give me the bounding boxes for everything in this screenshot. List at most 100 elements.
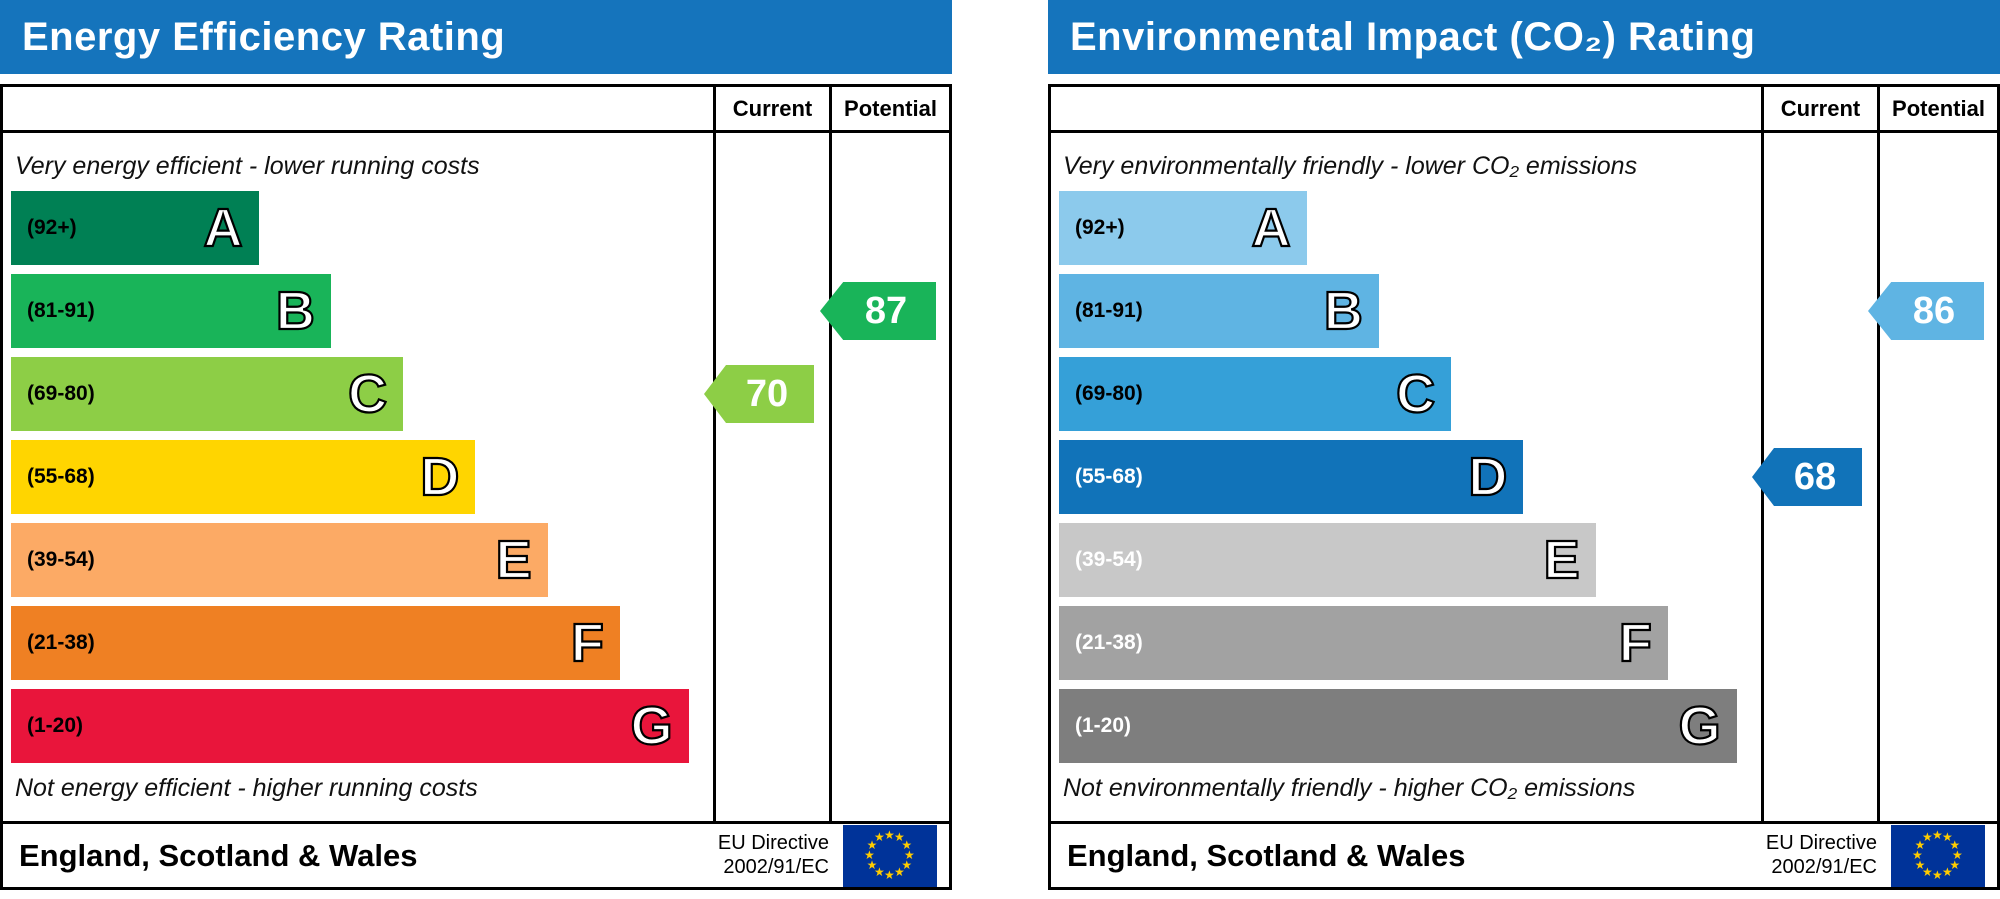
band-letter: A	[1251, 198, 1292, 258]
current-rating-value: 70	[745, 373, 789, 415]
band-row-c: (69-80) C	[11, 357, 699, 431]
band-range-label: (55-68)	[27, 465, 95, 488]
current-rating-arrow: 70	[704, 365, 814, 423]
band-bar-d: (55-68) D	[1059, 440, 1524, 514]
band-letter: E	[1542, 530, 1580, 590]
band-row-e: (39-54) E	[1059, 523, 1747, 597]
band-letter: G	[1678, 696, 1722, 756]
table-body-row: Very energy efficient - lower running co…	[3, 133, 949, 821]
bottom-caption: Not environmentally friendly - higher CO…	[1063, 773, 1636, 802]
eu-star-icon: ★	[1914, 857, 1926, 872]
band-row-d: (55-68) D	[11, 440, 699, 514]
potential-column: 87	[820, 133, 949, 821]
band-letter: C	[347, 364, 388, 424]
current-column-header: Current	[1761, 87, 1877, 130]
eu-star-icon: ★	[1942, 830, 1953, 845]
table-footer: England, Scotland & Wales EU Directive 2…	[3, 821, 949, 887]
panel-title: Environmental Impact (CO₂) Rating	[1070, 14, 1756, 59]
band-row-a: (92+) A	[11, 191, 699, 265]
footer-region: England, Scotland & Wales	[1067, 837, 1466, 873]
band-row-f: (21-38) F	[1059, 606, 1747, 680]
eu-directive-line1: EU Directive	[1765, 831, 1877, 854]
band-range-label: (92+)	[27, 216, 77, 239]
panel-title: Energy Efficiency Rating	[22, 14, 506, 59]
band-range-label: (1-20)	[27, 714, 84, 737]
current-column-header: Current	[713, 87, 829, 130]
rating-table: Current Potential Very energy efficient …	[0, 84, 952, 890]
band-letter: E	[494, 530, 532, 590]
band-bar-b: (81-91) B	[11, 274, 331, 348]
band-range-label: (55-68)	[1075, 465, 1143, 488]
spacer-cell	[3, 87, 713, 130]
eu-star-icon: ★	[866, 837, 878, 852]
band-letter: C	[1395, 364, 1436, 424]
eu-star-icon: ★	[1952, 847, 1963, 862]
eu-star-icon: ★	[1914, 837, 1926, 852]
band-row-g: (1-20) G	[1059, 689, 1747, 763]
bands: (92+) A (81-91) B (69-80) C (55-68) D (39-54) E (2…	[1059, 191, 1747, 763]
eu-star-icon: ★	[874, 864, 885, 879]
eu-star-icon: ★	[874, 830, 885, 845]
table-header-row: Current Potential	[3, 87, 949, 133]
eu-star-icon: ★	[864, 847, 875, 862]
band-range-label: (39-54)	[27, 548, 95, 571]
band-letter: B	[1323, 281, 1364, 341]
eu-star-icon: ★	[1932, 827, 1943, 842]
eu-star-icon: ★	[1949, 837, 1961, 852]
eu-star-icon: ★	[901, 837, 913, 852]
potential-column-header: Potential	[829, 87, 949, 130]
band-bar-e: (39-54) E	[1059, 523, 1596, 597]
potential-column-header: Potential	[1877, 87, 1997, 130]
band-row-b: (81-91) B	[1059, 274, 1747, 348]
footer-region: England, Scotland & Wales	[19, 837, 418, 873]
environmental-impact-panel: Environmental Impact (CO₂) Rating Curren…	[1048, 0, 2000, 890]
band-row-b: (81-91) B	[11, 274, 699, 348]
band-row-f: (21-38) F	[11, 606, 699, 680]
bottom-caption: Not energy efficient - higher running co…	[15, 773, 478, 802]
current-column: 70	[704, 133, 829, 821]
eu-star-icon: ★	[884, 867, 895, 882]
eu-star-icon: ★	[1922, 830, 1933, 845]
band-bar-c: (69-80) C	[1059, 357, 1452, 431]
eu-directive-text: EU Directive 2002/91/EC	[718, 832, 829, 879]
band-range-label: (21-38)	[27, 631, 95, 654]
band-letter: F	[1618, 613, 1653, 673]
band-letter: D	[419, 447, 460, 507]
eu-star-icon: ★	[1942, 864, 1953, 879]
band-letter: F	[570, 613, 605, 673]
eu-flag: ★ ★ ★ ★ ★ ★ ★ ★ ★ ★ ★ ★	[843, 824, 937, 887]
eu-star-icon: ★	[894, 864, 905, 879]
eu-star-icon: ★	[884, 827, 895, 842]
potential-rating-arrow: 87	[820, 282, 936, 340]
band-bar-g: (1-20) G	[1059, 689, 1737, 763]
eu-star-icon: ★	[1912, 847, 1923, 862]
eu-star-icon: ★	[1949, 857, 1961, 872]
table-header-row: Current Potential	[1051, 87, 1997, 133]
band-bar-c: (69-80) C	[11, 357, 404, 431]
eu-star-icon: ★	[904, 847, 915, 862]
eu-directive-line2: 2002/91/EC	[1771, 855, 1877, 878]
eu-star-icon: ★	[894, 830, 905, 845]
band-letter: G	[630, 696, 674, 756]
band-row-d: (55-68) D	[1059, 440, 1747, 514]
current-rating-value: 68	[1793, 456, 1837, 498]
band-bar-g: (1-20) G	[11, 689, 689, 763]
band-bar-d: (55-68) D	[11, 440, 476, 514]
bands-area: Very environmentally friendly - lower CO…	[1051, 133, 1761, 821]
band-range-label: (21-38)	[1075, 631, 1143, 654]
eu-directive-line1: EU Directive	[717, 831, 829, 854]
band-row-c: (69-80) C	[1059, 357, 1747, 431]
potential-rating-arrow: 86	[1868, 282, 1984, 340]
eu-star-icon: ★	[901, 857, 913, 872]
current-column: 68	[1752, 133, 1877, 821]
potential-rating-value: 87	[864, 290, 908, 332]
band-range-label: (92+)	[1075, 216, 1125, 239]
bands: (92+) A (81-91) B (69-80) C (55-68) D (39-54) E (2…	[11, 191, 699, 763]
band-row-e: (39-54) E	[11, 523, 699, 597]
band-letter: A	[203, 198, 244, 258]
bands-area: Very energy efficient - lower running co…	[3, 133, 713, 821]
top-caption: Very environmentally friendly - lower CO…	[1063, 151, 1638, 180]
eu-star-icon: ★	[1922, 864, 1933, 879]
eu-star-icon: ★	[866, 857, 878, 872]
panel-header: Environmental Impact (CO₂) Rating	[1048, 0, 2000, 74]
